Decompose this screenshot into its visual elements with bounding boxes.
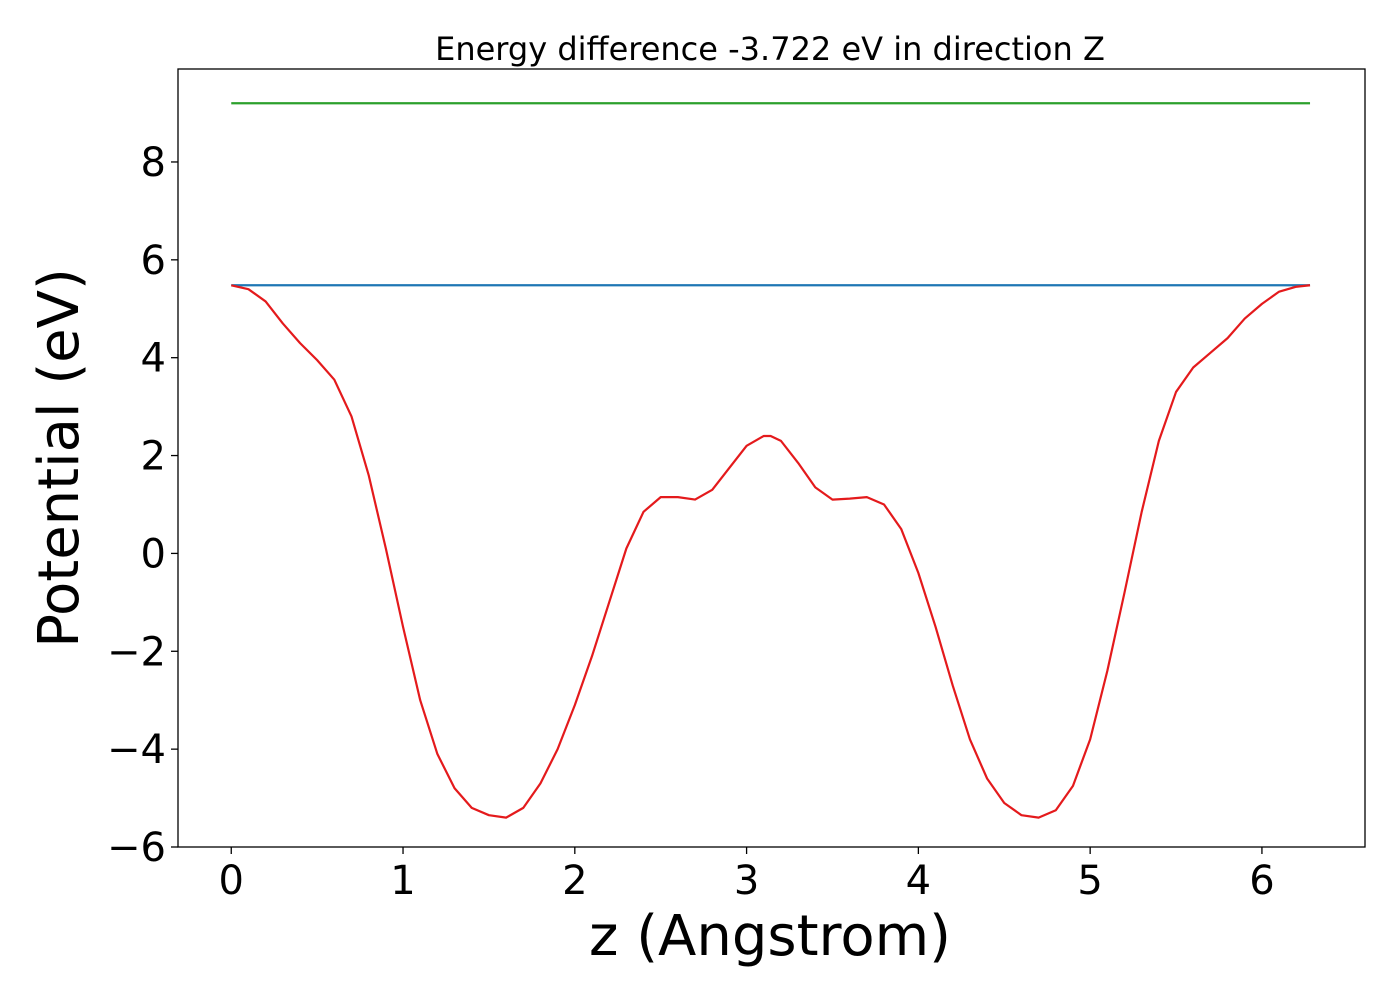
x-tick-label: 6 [1249, 858, 1274, 904]
y-tick-label: −2 [107, 629, 166, 675]
x-tick-label: 0 [219, 858, 244, 904]
x-tick-label: 2 [562, 858, 587, 904]
y-tick-label: 4 [141, 336, 166, 382]
y-tick-label: 6 [141, 238, 166, 284]
series-line-3 [231, 284, 1311, 819]
y-tick-label: 8 [141, 140, 166, 186]
x-tick-label: 3 [734, 858, 759, 904]
y-tick-label: −6 [107, 825, 166, 871]
y-ticks: −6 −4 −2 0 2 4 6 8 [107, 140, 178, 871]
x-tick-label: 4 [906, 858, 931, 904]
y-axis-label: Potential (eV) [27, 268, 92, 648]
y-tick-label: −4 [107, 727, 166, 773]
y-tick-label: 2 [141, 434, 166, 480]
x-tick-label: 5 [1077, 858, 1102, 904]
series-layer [231, 102, 1311, 819]
x-tick-label: 1 [390, 858, 415, 904]
chart-title: Energy difference -3.722 eV in direction… [435, 30, 1105, 68]
x-ticks: 0 1 2 3 4 5 6 [219, 847, 1275, 904]
x-axis-label: z (Angstrom) [589, 904, 951, 969]
axes-frame [177, 68, 1366, 848]
y-tick-label: 0 [141, 531, 166, 577]
